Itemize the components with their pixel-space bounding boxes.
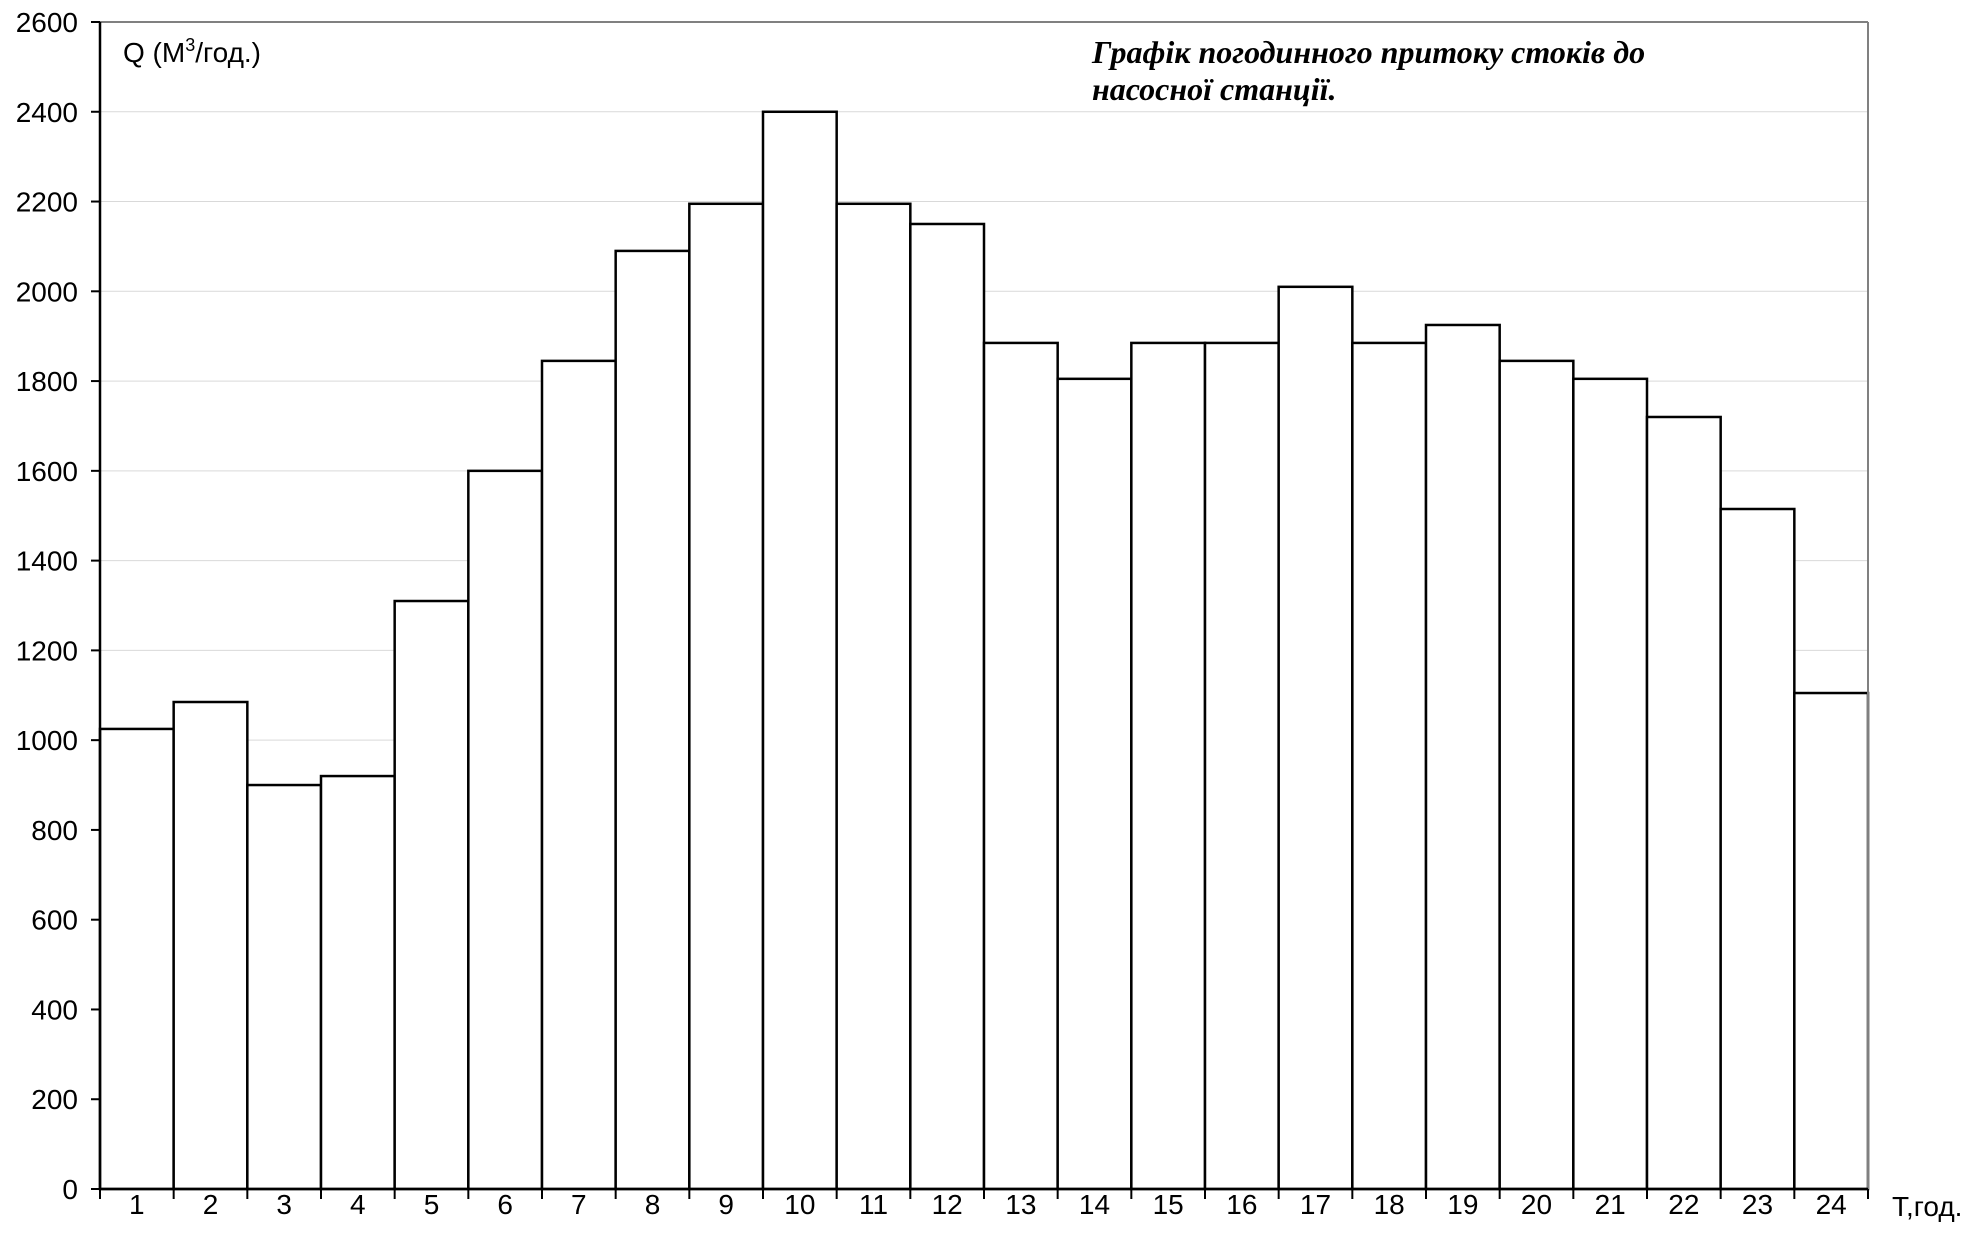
y-tick-label: 1400 <box>16 546 78 577</box>
x-tick-label: 15 <box>1153 1189 1184 1220</box>
x-tick-label: 20 <box>1521 1189 1552 1220</box>
x-tick-label: 22 <box>1668 1189 1699 1220</box>
bar-hour-5 <box>393 599 470 1191</box>
y-tick-label: 1800 <box>16 366 78 397</box>
bar-hour-8 <box>614 249 691 1191</box>
bar-hour-11 <box>835 202 912 1191</box>
y-tick-label: 2000 <box>16 276 78 307</box>
x-tick-label: 12 <box>932 1189 963 1220</box>
x-tick-label: 16 <box>1226 1189 1257 1220</box>
x-tick-label: 5 <box>424 1189 440 1220</box>
x-tick-label: 1 <box>129 1189 145 1220</box>
axes <box>91 21 1869 1199</box>
bar-hour-23 <box>1719 507 1796 1191</box>
bar-hour-18 <box>1351 341 1428 1191</box>
bar-hour-9 <box>688 202 765 1191</box>
x-tick-label: 18 <box>1374 1189 1405 1220</box>
y-tick-label: 2600 <box>16 7 78 38</box>
y-tick-label: 600 <box>31 905 78 936</box>
chart-title-line-2: насосної станції. <box>1092 71 1336 107</box>
x-tick-labels: 1 2 3 4 5 6 7 8 9 10 11 12 13 14 15 16 17 18 19 20 21 22 23 24 <box>129 1189 1847 1220</box>
bar-hour-16 <box>1203 341 1280 1191</box>
bars <box>98 110 1870 1191</box>
x-tick-label: 10 <box>784 1189 815 1220</box>
y-tick-label: 200 <box>31 1084 78 1115</box>
y-tick-labels: 0 200 400 600 800 1000 1200 1400 1600 1800 2000 220… <box>16 7 78 1205</box>
bar-hour-1 <box>98 727 175 1191</box>
y-axis-label-tail: /год.) <box>195 37 261 68</box>
y-tick-label: 1000 <box>16 725 78 756</box>
bar-hour-13 <box>982 341 1059 1191</box>
y-axis-label-main: Q (М <box>123 37 185 68</box>
bar-hour-20 <box>1498 359 1575 1191</box>
bar-hour-10 <box>761 110 838 1191</box>
bar-hour-12 <box>909 222 986 1191</box>
bar-hour-22 <box>1645 415 1722 1191</box>
bar-hour-2 <box>172 700 249 1191</box>
x-tick-label: 21 <box>1595 1189 1626 1220</box>
y-tick-label: 400 <box>31 994 78 1025</box>
bar-hour-7 <box>540 359 617 1191</box>
x-tick-label: 23 <box>1742 1189 1773 1220</box>
x-tick-label: 2 <box>203 1189 219 1220</box>
x-tick-label: 9 <box>718 1189 734 1220</box>
x-tick-label: 6 <box>497 1189 513 1220</box>
x-tick-label: 24 <box>1816 1189 1847 1220</box>
x-tick-label: 14 <box>1079 1189 1110 1220</box>
bar-hour-17 <box>1277 285 1354 1191</box>
x-tick-label: 7 <box>571 1189 587 1220</box>
chart-title: Графік погодинного притоку стоків до нас… <box>1091 34 1653 107</box>
x-tick-label: 13 <box>1005 1189 1036 1220</box>
y-tick-label: 0 <box>62 1174 78 1205</box>
y-tick-label: 2400 <box>16 97 78 128</box>
bar-hour-3 <box>246 783 323 1191</box>
y-tick-label: 1200 <box>16 635 78 666</box>
x-tick-label: 17 <box>1300 1189 1331 1220</box>
bar-hour-6 <box>467 469 544 1191</box>
y-axis-label-superscript: 3 <box>185 35 195 55</box>
bar-hour-4 <box>319 774 396 1191</box>
x-tick-label: 3 <box>276 1189 292 1220</box>
y-tick-label: 800 <box>31 815 78 846</box>
x-tick-label: 11 <box>859 1189 888 1220</box>
x-tick-label: 8 <box>645 1189 661 1220</box>
x-tick-label: 19 <box>1447 1189 1478 1220</box>
y-tick-label: 1600 <box>16 456 78 487</box>
bar-hour-19 <box>1424 323 1501 1191</box>
y-axis-label: Q (М3/год.) <box>123 35 261 68</box>
bar-hour-24 <box>1793 691 1870 1191</box>
y-tick-label: 2200 <box>16 187 78 218</box>
bar-hour-15 <box>1130 341 1207 1191</box>
x-axis-label: Т,год. <box>1892 1191 1962 1222</box>
bar-hour-21 <box>1572 377 1649 1191</box>
chart-title-line-1: Графік погодинного притоку стоків до <box>1091 34 1645 70</box>
x-tick-label: 4 <box>350 1189 366 1220</box>
bar-hour-14 <box>1056 377 1133 1191</box>
